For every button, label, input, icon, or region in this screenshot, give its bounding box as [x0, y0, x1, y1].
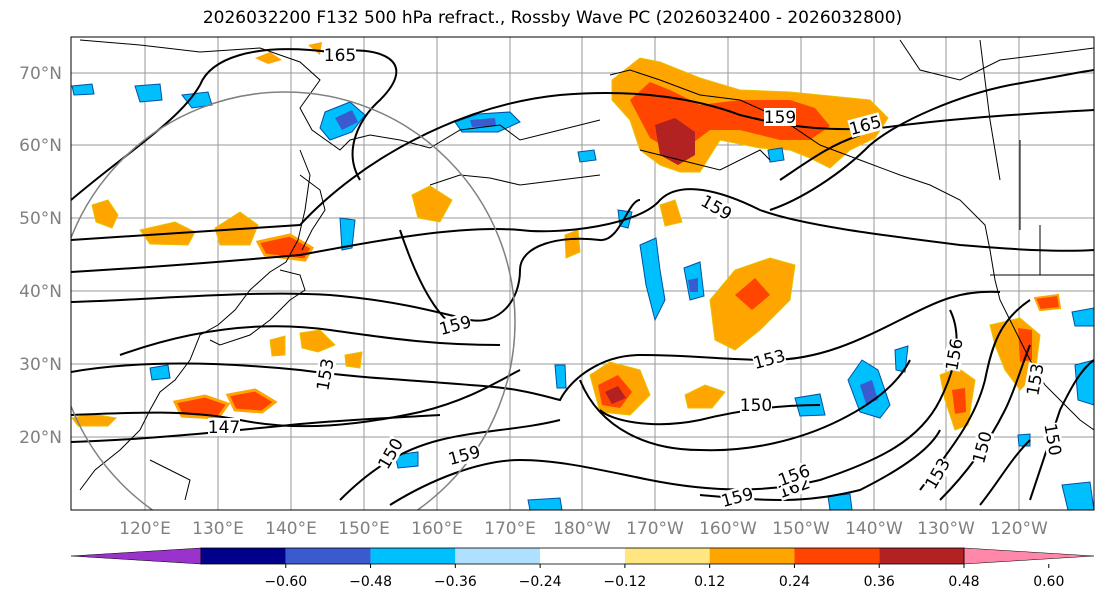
colorbar-tick-label: −0.36 [434, 574, 477, 590]
lat-label: 50°N [19, 209, 62, 229]
map-title: 2026032200 F132 500 hPa refract., Rossby… [202, 8, 903, 28]
colorbar-tick-label: 0.48 [948, 574, 979, 590]
colorbar-swatch [540, 548, 625, 564]
lon-label: 140°W [845, 519, 903, 539]
lon-label: 180°W [553, 519, 611, 539]
contour-label-bg [437, 312, 474, 338]
contour-label-bg [740, 396, 772, 414]
contour-label: 147 [208, 418, 240, 438]
contour-label-bg [847, 112, 884, 138]
lat-label: 30°N [19, 355, 62, 375]
colorbar-swatch [455, 548, 541, 564]
contour-label: 150 [740, 396, 772, 416]
contour-label-bg [1023, 362, 1047, 397]
contour-label-bg [775, 461, 813, 490]
contour-label-bg [942, 337, 966, 372]
colorbar: −0.60 −0.48 −0.36 −0.24 −0.12 0.12 0.24 0.36 0.4… [70, 547, 1095, 590]
lat-label: 60°N [19, 136, 62, 156]
map-frame [70, 36, 1095, 511]
colorbar-tick-label: −0.24 [519, 574, 562, 590]
lat-label: 70°N [19, 64, 62, 84]
lon-label: 160°W [699, 519, 757, 539]
colorbar-swatch [709, 548, 795, 564]
colorbar-tick-label: −0.12 [603, 574, 646, 590]
colorbar-tick-label: 0.12 [694, 574, 725, 590]
lon-label: 150°E [338, 519, 390, 539]
coastlines [79, 39, 1094, 501]
contour-label: 165 [324, 46, 356, 66]
longitude-labels: 120°E 130°E 140°E 150°E 160°E 170°E 180°W 170°W… [119, 519, 1048, 539]
latitude-labels: 70°N 60°N 50°N 40°N 30°N 20°N [19, 64, 62, 448]
lon-label: 150°W [772, 519, 830, 539]
contour-label: 159 [764, 108, 796, 128]
lon-label: 120°W [990, 519, 1048, 539]
contour-label-bg [921, 455, 954, 492]
anomaly-shading [71, 42, 1094, 510]
contour-label-bg [313, 357, 337, 392]
lon-label: 160°E [411, 519, 463, 539]
lon-label: 130°E [192, 519, 244, 539]
lat-label: 40°N [19, 282, 62, 302]
contour-label-bg [1041, 422, 1065, 457]
contour-label-bg [324, 46, 356, 64]
colorbar-tick-label: 0.24 [779, 574, 810, 590]
contour-label-bg [751, 346, 788, 372]
colorbar-swatch [370, 548, 456, 564]
colorbar-swatch [285, 548, 371, 564]
contour-label-bg [719, 484, 756, 510]
contour-label-bg [764, 108, 796, 126]
colorbar-frame [200, 547, 965, 565]
colorbar-tick-label: −0.48 [349, 574, 392, 590]
colorbar-tick-label: 0.36 [864, 574, 895, 590]
lon-label: 170°W [626, 519, 684, 539]
contour-label-bg [374, 435, 407, 472]
contour-label-bg [969, 429, 995, 466]
lon-label: 140°E [265, 519, 317, 539]
colorbar-swatch [879, 548, 964, 564]
contour-label-bg [208, 418, 240, 436]
contour-label-bg [446, 442, 483, 468]
lon-label: 130°W [917, 519, 975, 539]
lon-label: 170°E [484, 519, 536, 539]
colorbar-extend-high [963, 547, 1095, 565]
lon-label: 120°E [119, 519, 171, 539]
contour-lines [71, 48, 1094, 506]
colorbar-tick-label: −0.60 [264, 574, 307, 590]
rossby-circle [71, 91, 516, 510]
colorbar-tick-label: 0.60 [1033, 574, 1064, 590]
colorbar-swatch [201, 548, 286, 564]
lat-label: 20°N [19, 428, 62, 448]
colorbar-swatch [794, 548, 880, 564]
colorbar-extend-low [70, 547, 202, 565]
colorbar-swatch [624, 548, 710, 564]
contour-label-bg [698, 191, 735, 224]
